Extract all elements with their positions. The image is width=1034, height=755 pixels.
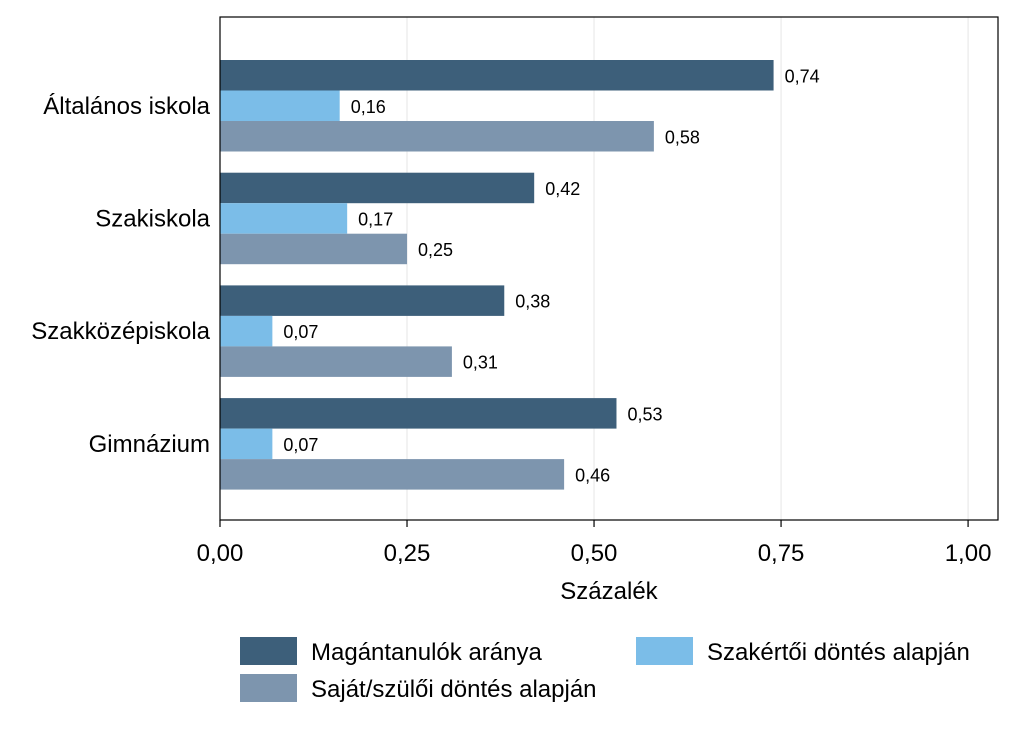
legend-swatch-sajat bbox=[240, 674, 297, 702]
bar bbox=[220, 172, 535, 204]
legend-label-maganatanulok: Magántanulók aránya bbox=[311, 639, 542, 666]
bar-value-label: 0,17 bbox=[358, 209, 393, 229]
bar-value-label: 0,74 bbox=[785, 66, 820, 86]
bar bbox=[220, 428, 273, 460]
bar bbox=[220, 121, 654, 152]
legend: Magántanulók aránya Szakértői döntés ala… bbox=[240, 637, 970, 703]
bar-value-label: 0,42 bbox=[545, 179, 580, 199]
bar bbox=[220, 203, 348, 234]
legend-label-szakertoi: Szakértői döntés alapján bbox=[707, 639, 970, 666]
x-tick-label: 1,00 bbox=[945, 540, 992, 567]
x-tick-label: 0,75 bbox=[758, 540, 805, 567]
bar-value-label: 0,53 bbox=[627, 404, 662, 424]
bar bbox=[220, 60, 774, 91]
legend-swatch-maganatanulok bbox=[240, 637, 297, 665]
bar-value-label: 0,07 bbox=[283, 435, 318, 455]
plot-frame bbox=[219, 16, 999, 521]
y-category-label: Szakközépiskola bbox=[31, 318, 210, 345]
x-tick-label: 0,50 bbox=[571, 540, 618, 567]
bar-value-label: 0,16 bbox=[351, 97, 386, 117]
bar-value-label: 0,38 bbox=[515, 292, 550, 312]
gridlines bbox=[406, 17, 969, 520]
x-axis-ticks: 0,00 0,25 0,50 0,75 1,00 bbox=[197, 520, 992, 567]
legend-label-sajat: Saját/szülői döntés alapján bbox=[311, 676, 597, 703]
bar bbox=[220, 233, 408, 265]
bar-value-label: 0,07 bbox=[283, 322, 318, 342]
bar bbox=[220, 346, 452, 377]
bar bbox=[220, 459, 565, 490]
bar-value-label: 0,25 bbox=[418, 240, 453, 260]
x-tick-label: 0,00 bbox=[197, 540, 244, 567]
x-tick-label: 0,25 bbox=[384, 540, 431, 567]
bar bbox=[220, 285, 505, 316]
y-category-label: Szakiskola bbox=[95, 205, 210, 232]
bar bbox=[220, 90, 340, 121]
bar bbox=[220, 398, 617, 429]
bar-value-label: 0,46 bbox=[575, 465, 610, 485]
x-axis-label: Százalék bbox=[560, 578, 658, 605]
y-category-labels: Általános iskola Szakiskola Szakközépiskol… bbox=[31, 93, 210, 458]
bars: 0,74 0,16 0,58 0,42 0,17 0,25 0,38 0,07 0,31 0,53… bbox=[220, 60, 820, 490]
legend-swatch-szakertoi bbox=[636, 637, 693, 665]
bar bbox=[220, 315, 273, 347]
bar-value-label: 0,58 bbox=[665, 127, 700, 147]
y-category-label: Gimnázium bbox=[89, 431, 210, 458]
y-category-label: Általános iskola bbox=[43, 93, 210, 120]
bar-value-label: 0,31 bbox=[463, 353, 498, 373]
